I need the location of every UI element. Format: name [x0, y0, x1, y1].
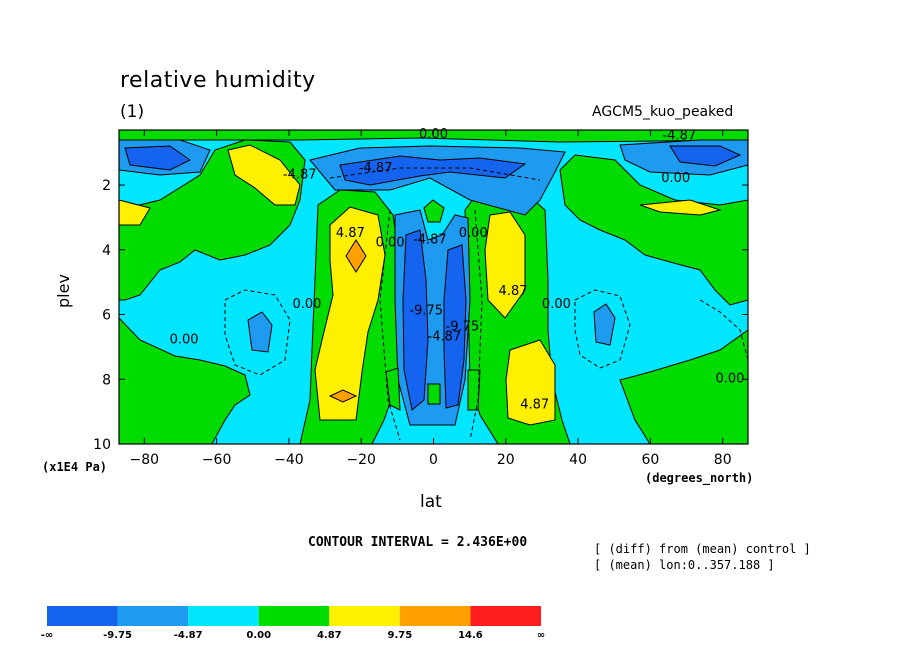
contour-label: -9.75 — [446, 320, 480, 335]
y-tick-label: 4 — [102, 243, 111, 259]
case-label: AGCM5_kuo_peaked — [592, 104, 734, 120]
green-region-equator-right-foot — [467, 369, 481, 411]
yellow-region-far-south — [119, 199, 151, 226]
colorbar-label: 0.00 — [246, 630, 271, 641]
x-tick-label: 20 — [497, 452, 515, 468]
green-region-north-upper — [559, 154, 748, 306]
y-tick-label: 8 — [102, 372, 111, 388]
contour-interval: CONTOUR INTERVAL = 2.436E+00 — [308, 535, 528, 550]
x-ticks: −80 −60 −40 −20 0 20 40 60 80 — [130, 130, 732, 468]
mean-note: [ (mean) lon:0..357.188 ] — [594, 558, 775, 572]
deepblue-region-top-center — [339, 155, 527, 186]
deepblue-region-south-top — [124, 145, 191, 171]
x-tick-label: 80 — [714, 452, 732, 468]
contour-label: 4.87 — [520, 397, 549, 412]
colorbar-label: -∞ — [41, 630, 53, 641]
green-region-north-lower — [619, 329, 748, 444]
x-axis-label: lat — [420, 492, 442, 512]
green-region-equator-top — [423, 199, 445, 223]
contour-label: -4.87 — [283, 168, 317, 183]
contour-label: -4.87 — [359, 161, 393, 176]
yellow-region-north-lower — [505, 339, 556, 426]
y-axis-units: (x1E4 Pa) — [42, 460, 108, 474]
diff-note: [ (diff) from (mean) control ] — [594, 542, 811, 556]
contour-labels: 0.00 -4.87 -4.87 0.00 -4.87 4.87 0.00 -4.87 0.00… — [170, 127, 745, 412]
y-tick-label: 2 — [102, 178, 111, 194]
y-tick-label: 10 — [93, 437, 111, 453]
colorbar-label: ∞ — [537, 630, 545, 641]
orange-region-south-a — [345, 239, 367, 273]
contour-label: 4.87 — [336, 226, 365, 241]
deepblue-region-equator-south — [402, 229, 429, 411]
contour-label: -4.87 — [428, 329, 462, 344]
colorbar: -∞ -9.75 -4.87 0.00 4.87 9.75 14.6 ∞ — [41, 606, 545, 641]
contour-label: 0.00 — [459, 226, 488, 241]
contour-label: 0.00 — [376, 236, 405, 251]
dashed-contour-south-mid — [224, 289, 291, 376]
contour-label: -4.87 — [413, 232, 447, 247]
x-tick-label: 60 — [641, 452, 659, 468]
contour-label: 4.87 — [499, 284, 528, 299]
colorbar-swatch — [117, 606, 189, 626]
contour-label: 0.00 — [661, 171, 690, 186]
x-tick-label: −80 — [130, 452, 160, 468]
x-tick-label: −20 — [346, 452, 376, 468]
contour-label: 0.00 — [542, 297, 571, 312]
negative-contours — [224, 167, 748, 441]
dashed-contour-eq-outer-n — [469, 209, 483, 441]
chart-title: relative humidity — [120, 68, 316, 93]
deepblue-region-north-top — [669, 145, 742, 167]
colorbar-swatch — [188, 606, 259, 626]
yellow-region-south-upper — [227, 144, 301, 206]
lightblue-region-south-mid — [247, 311, 273, 353]
dashed-contour-top — [329, 167, 541, 181]
yellow-region-far-north — [639, 199, 722, 216]
dashed-contour-eq-outer-s — [379, 209, 401, 441]
contour-label: -4.87 — [662, 129, 696, 144]
colorbar-swatch — [470, 606, 541, 626]
dashed-contour-north-mid — [574, 289, 631, 369]
chart-subtitle: (1) — [120, 102, 145, 122]
y-ticks: 2 4 6 8 10 — [93, 178, 748, 453]
dashed-contour-north-east — [699, 299, 748, 361]
colorbar-label: -9.75 — [103, 630, 132, 641]
contour-label: 0.00 — [293, 297, 322, 312]
x-axis-units: (degrees_north) — [645, 471, 754, 485]
colorbar-label: 14.6 — [458, 630, 483, 641]
x-tick-label: −40 — [274, 452, 304, 468]
y-tick-label: 6 — [102, 308, 111, 324]
colorbar-label: 9.75 — [388, 630, 413, 641]
yellow-region-north-tropics — [484, 211, 526, 319]
colorbar-label: -4.87 — [174, 630, 203, 641]
colorbar-swatch — [258, 606, 330, 626]
orange-region-south-b — [328, 389, 358, 403]
contour-label: -9.75 — [409, 304, 443, 319]
contour-label: 0.00 — [715, 371, 744, 386]
green-region-equator-left-foot — [385, 367, 401, 411]
colorbar-swatch — [329, 606, 400, 626]
colorbar-swatch — [399, 606, 471, 626]
x-tick-label: −60 — [202, 452, 232, 468]
contour-label: 0.00 — [170, 333, 199, 348]
x-tick-label: 40 — [569, 452, 587, 468]
green-region-south-lower — [119, 317, 251, 444]
colorbar-swatch — [47, 606, 118, 626]
green-region-equator-foot — [427, 383, 441, 405]
x-tick-label: 0 — [429, 452, 438, 468]
yellow-region-south-tropics — [314, 206, 386, 421]
deepblue-region-equator-north — [443, 244, 467, 409]
lightblue-region-north-mid — [593, 303, 616, 346]
contour-label: 0.00 — [419, 127, 448, 142]
y-axis-label: plev — [54, 274, 73, 308]
colorbar-label: 4.87 — [317, 630, 342, 641]
